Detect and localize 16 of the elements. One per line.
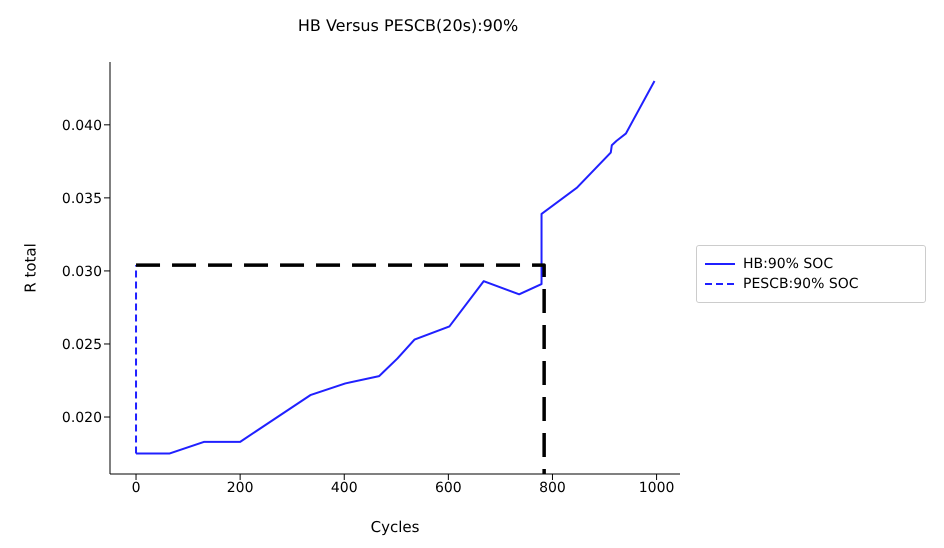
x-tick-label: 200 (226, 480, 254, 496)
y-tick-label: 0.035 (62, 190, 102, 207)
x-tick-label: 600 (434, 480, 462, 496)
legend-label: HB:90% SOC (743, 256, 834, 272)
y-tick-label: 0.025 (62, 336, 102, 353)
y-tick-label: 0.020 (62, 410, 102, 426)
x-tick-label: 1000 (638, 480, 674, 496)
x-tick-label: 0 (132, 480, 140, 496)
x-tick-label: 800 (539, 480, 566, 496)
x-tick-label: 400 (330, 480, 358, 496)
y-axis-title: R total (21, 243, 40, 293)
legend-label: PESCB:90% SOC (743, 276, 859, 292)
x-axis-title: Cycles (370, 518, 420, 536)
chart-title: HB Versus PESCB(20s):90% (296, 16, 520, 35)
y-tick-label: 0.040 (62, 118, 102, 134)
y-tick-label: 0.030 (62, 264, 102, 280)
